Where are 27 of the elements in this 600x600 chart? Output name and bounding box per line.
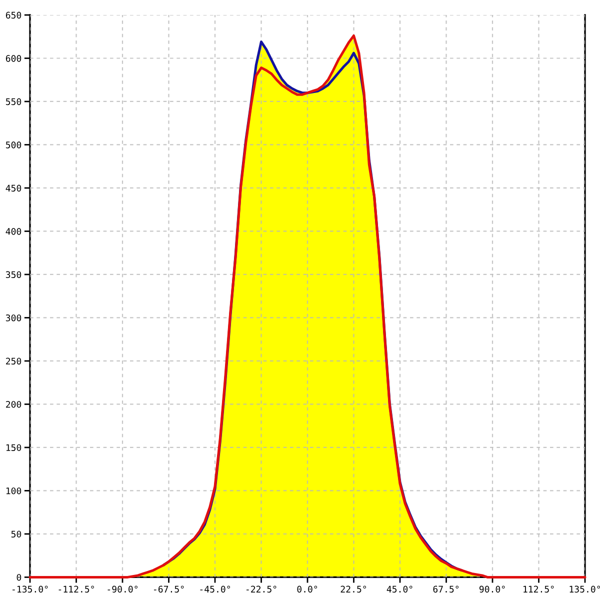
y-tick-label: 550	[6, 98, 22, 106]
y-tick-label: 50	[11, 530, 22, 538]
y-tick-label: 400	[6, 228, 22, 235]
y-tick-label: 350	[6, 271, 22, 278]
x-tick-label: 112.5°	[524, 586, 554, 593]
y-tick-label: 500	[6, 141, 22, 148]
y-tick-label: 450	[6, 184, 22, 192]
x-tick-label: -67.5°	[154, 586, 184, 593]
y-tick-label: 600	[6, 55, 22, 62]
y-tick-label: 300	[6, 314, 22, 322]
x-tick-label: 90.0°	[479, 586, 505, 593]
x-tick-label: 67.5°	[433, 586, 459, 593]
x-tick-label: -45.0°	[200, 586, 230, 593]
x-tick-label: 135.0°	[570, 586, 600, 593]
y-tick-label: 0	[16, 574, 22, 581]
y-tick-label: 100	[6, 487, 22, 494]
x-tick-label: -22.5°	[246, 586, 276, 593]
y-tick-label: 150	[6, 444, 22, 452]
y-tick-label: 200	[6, 400, 22, 408]
x-tick-label: 22.5°	[340, 586, 366, 593]
y-tick-label: 650	[6, 12, 22, 19]
x-tick-label: -90.0°	[108, 586, 138, 593]
y-tick-label: 250	[6, 358, 22, 365]
x-tick-label: 45.0°	[386, 586, 412, 593]
x-tick-label: 0.0°	[297, 586, 318, 593]
x-tick-label: -135.0°	[12, 586, 48, 593]
x-tick-label: -112.5°	[58, 586, 94, 593]
